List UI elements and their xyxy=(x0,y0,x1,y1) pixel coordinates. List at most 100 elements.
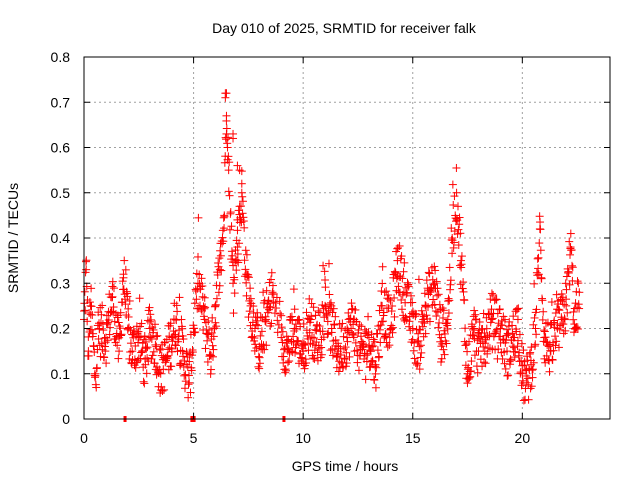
data-point xyxy=(187,366,196,375)
data-point xyxy=(370,376,379,385)
data-point xyxy=(145,317,154,326)
data-point xyxy=(551,332,560,341)
data-point xyxy=(233,250,242,259)
data-point xyxy=(474,347,483,356)
data-point xyxy=(569,315,578,324)
data-point xyxy=(571,323,580,332)
axis-ticks: 0 0.1 0.2 0.3 0.4 0.5 0.6 0.7 0.8 0 5 10 15 20 xyxy=(51,49,610,446)
data-point xyxy=(268,281,277,290)
data-point xyxy=(314,306,323,315)
data-point xyxy=(334,347,343,356)
data-point xyxy=(133,329,142,338)
data-point xyxy=(323,310,332,319)
data-point xyxy=(119,270,128,279)
data-point xyxy=(370,337,379,346)
data-point xyxy=(560,300,569,309)
data-point xyxy=(460,296,469,305)
data-point xyxy=(176,346,185,355)
data-point xyxy=(561,279,570,288)
data-point xyxy=(213,270,222,279)
data-point xyxy=(502,325,511,334)
data-point xyxy=(538,296,547,305)
data-point xyxy=(278,338,287,347)
data-point xyxy=(321,283,330,292)
data-point xyxy=(227,222,236,231)
data-point xyxy=(519,346,528,355)
data-point xyxy=(277,323,286,332)
data-point xyxy=(102,359,111,368)
data-point xyxy=(200,304,209,313)
x-tick-label: 20 xyxy=(515,430,531,446)
data-point xyxy=(246,301,255,310)
data-point xyxy=(396,272,405,281)
data-point xyxy=(147,315,156,324)
data-point xyxy=(399,267,408,276)
data-point xyxy=(554,343,563,352)
data-point xyxy=(141,337,150,346)
data-point xyxy=(468,322,477,331)
data-point xyxy=(527,360,536,369)
data-point xyxy=(266,303,275,312)
data-point xyxy=(414,336,423,345)
data-point xyxy=(272,304,281,313)
data-point xyxy=(87,284,96,293)
data-point xyxy=(373,346,382,355)
data-point xyxy=(220,224,229,233)
data-point xyxy=(211,318,220,327)
data-point xyxy=(444,309,453,318)
data-point xyxy=(537,274,546,283)
data-point xyxy=(351,305,360,314)
data-point xyxy=(341,362,350,371)
data-point xyxy=(481,333,490,342)
data-point xyxy=(440,326,449,335)
data-point xyxy=(197,274,206,283)
data-point xyxy=(339,332,348,341)
data-point xyxy=(361,375,370,384)
data-point xyxy=(455,213,464,222)
data-point xyxy=(203,336,212,345)
data-point xyxy=(200,315,209,324)
data-point xyxy=(508,329,517,338)
data-point xyxy=(323,317,332,326)
data-point xyxy=(198,292,207,301)
data-point xyxy=(461,341,470,350)
data-point xyxy=(94,334,103,343)
data-point xyxy=(262,341,271,350)
data-point xyxy=(156,344,165,353)
x-tick-label: 10 xyxy=(295,430,311,446)
data-point xyxy=(329,304,338,313)
data-point xyxy=(180,384,189,393)
data-point xyxy=(211,301,220,310)
data-point xyxy=(529,320,538,329)
data-point xyxy=(113,341,122,350)
data-point xyxy=(565,237,574,246)
data-point xyxy=(353,358,362,367)
y-axis-label: SRMTID / TECUs xyxy=(5,183,21,293)
data-point xyxy=(557,289,566,298)
data-point xyxy=(315,344,324,353)
data-point xyxy=(252,320,261,329)
data-point xyxy=(315,308,324,317)
data-point xyxy=(158,386,167,395)
x-axis-label: GPS time / hours xyxy=(292,458,399,474)
data-point xyxy=(334,367,343,376)
data-point xyxy=(434,323,443,332)
data-point xyxy=(479,342,488,351)
data-point xyxy=(207,365,216,374)
data-point xyxy=(152,332,161,341)
data-point xyxy=(220,211,229,220)
data-point xyxy=(432,312,441,321)
y-tick-label: 0.2 xyxy=(51,321,71,337)
data-point xyxy=(254,362,263,371)
data-point xyxy=(456,229,465,238)
data-point xyxy=(215,281,224,290)
data-point xyxy=(436,337,445,346)
data-point xyxy=(492,327,501,336)
data-point xyxy=(245,307,254,316)
data-point xyxy=(230,289,239,298)
data-point xyxy=(408,298,417,307)
data-point xyxy=(424,268,433,277)
data-point xyxy=(275,297,284,306)
